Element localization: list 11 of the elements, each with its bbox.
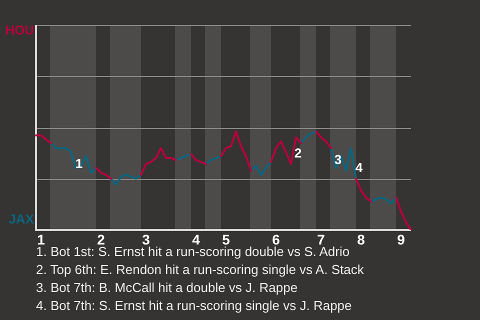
text: 4. Bot 7th: S. Ernst hit a run-scoring single vs J. Rappe [36, 297, 353, 315]
annotation: 3 [334, 152, 342, 167]
text: 2. Top 6th: E. Rendon hit a run-scoring single vs A. Stack [36, 261, 364, 279]
annotation: 2 [294, 146, 302, 161]
x-tick-label: 8 [357, 231, 366, 248]
text: JAX [8, 212, 34, 227]
text: HOU [5, 22, 34, 38]
text: 3. Bot 7th: B. McCall hit a double vs J. Rappe [36, 279, 299, 297]
annotation: 4 [355, 160, 364, 176]
annotation: 1 [75, 156, 83, 171]
x-tick-label: 9 [397, 231, 406, 248]
